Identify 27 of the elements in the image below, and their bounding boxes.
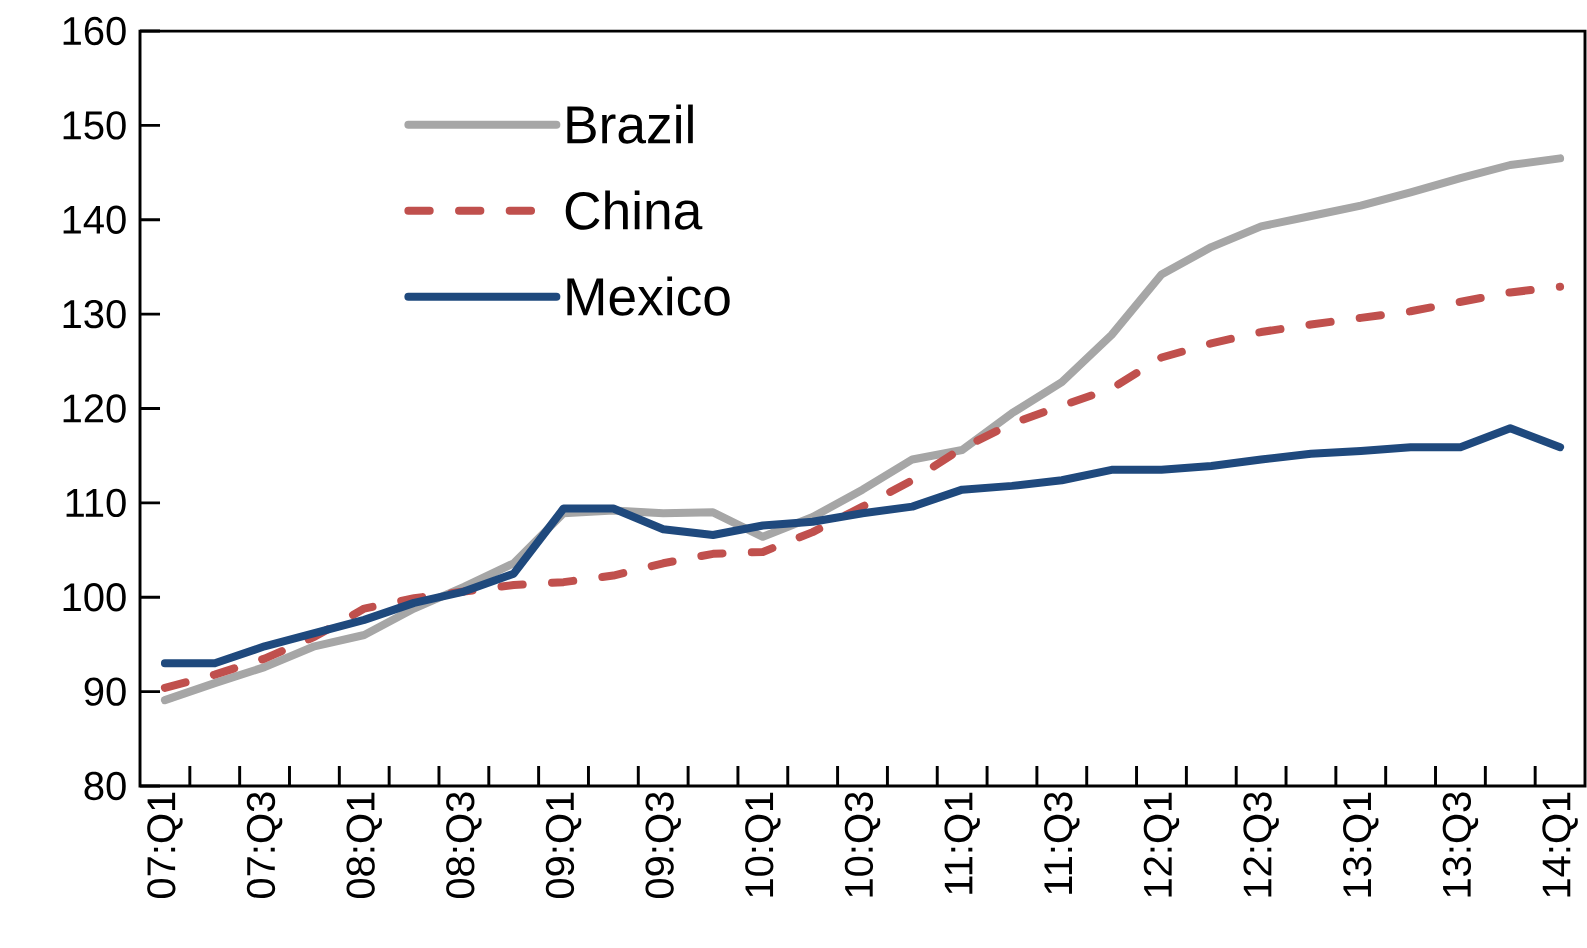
x-tick-label: 10:Q1 (745, 792, 781, 897)
y-tick-label: 80 (84, 771, 126, 801)
x-tick-label: 08:Q1 (346, 792, 382, 899)
y-tick-label: 120 (63, 394, 126, 423)
y-tick-label: 140 (63, 205, 126, 234)
legend-label: Mexico (567, 276, 730, 316)
x-tick-label: 09:Q1 (545, 792, 582, 899)
legend-label: China (565, 190, 703, 230)
y-tick-label: 150 (63, 111, 126, 140)
x-tick-label: 14:Q1 (1542, 792, 1578, 897)
x-tick-label: 07:Q3 (246, 792, 283, 899)
y-tick-label: 100 (63, 583, 126, 612)
y-tick-label: 160 (63, 16, 126, 46)
x-tick-label: 12:Q3 (1243, 792, 1279, 897)
x-tick-label: 08:Q3 (446, 792, 482, 899)
x-tick-label: 11:Q1 (944, 792, 980, 894)
x-tick-label: 12:Q1 (1143, 792, 1180, 897)
y-tick-label: 110 (66, 488, 126, 518)
y-tick-label: 130 (63, 299, 126, 329)
x-tick-label: 07:Q1 (147, 792, 183, 899)
x-tick-label: 13:Q1 (1343, 792, 1379, 897)
x-tick-label: 11:Q3 (1044, 792, 1080, 894)
x-tick-label: 10:Q3 (844, 792, 881, 897)
legend-label: Brazil (567, 104, 693, 144)
x-tick-label: 13:Q3 (1442, 792, 1479, 897)
y-tick-label: 90 (84, 677, 126, 706)
x-tick-label: 09:Q3 (645, 792, 681, 899)
